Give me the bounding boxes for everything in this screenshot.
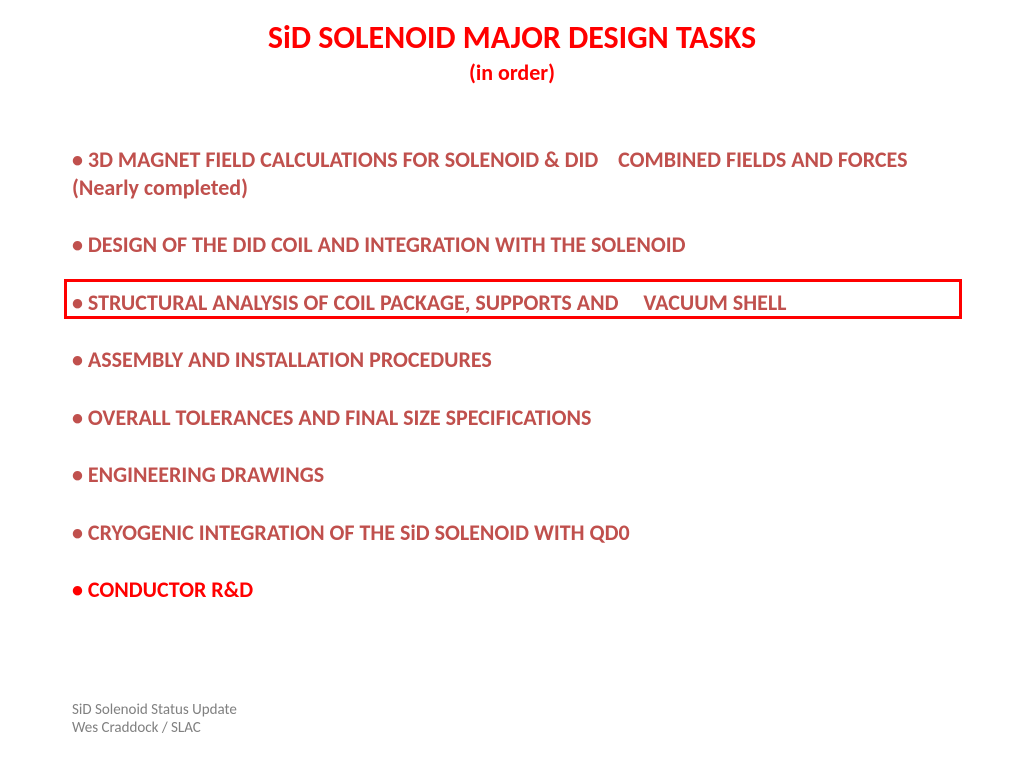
page-title: SiD SOLENOID MAJOR DESIGN TASKS bbox=[0, 18, 1024, 57]
list-item: • ASSEMBLY AND INSTALLATION PROCEDURES bbox=[72, 346, 952, 374]
title-block: SiD SOLENOID MAJOR DESIGN TASKS (in orde… bbox=[0, 0, 1024, 86]
list-item: • ENGINEERING DRAWINGS bbox=[72, 461, 952, 489]
list-item: • CRYOGENIC INTEGRATION OF THE SiD SOLEN… bbox=[72, 519, 952, 547]
page-subtitle: (in order) bbox=[0, 59, 1024, 86]
footer: SiD Solenoid Status Update Wes Craddock … bbox=[72, 701, 237, 739]
list-item: • OVERALL TOLERANCES AND FINAL SIZE SPEC… bbox=[72, 404, 952, 432]
highlight-box bbox=[64, 279, 962, 319]
task-list: • 3D MAGNET FIELD CALCULATIONS FOR SOLEN… bbox=[72, 146, 952, 634]
footer-line: Wes Craddock / SLAC bbox=[72, 719, 237, 738]
list-item: • DESIGN OF THE DID COIL AND INTEGRATION… bbox=[72, 231, 952, 259]
list-item: • CONDUCTOR R&D bbox=[72, 576, 952, 604]
footer-line: SiD Solenoid Status Update bbox=[72, 701, 237, 720]
list-item: • 3D MAGNET FIELD CALCULATIONS FOR SOLEN… bbox=[72, 146, 952, 201]
